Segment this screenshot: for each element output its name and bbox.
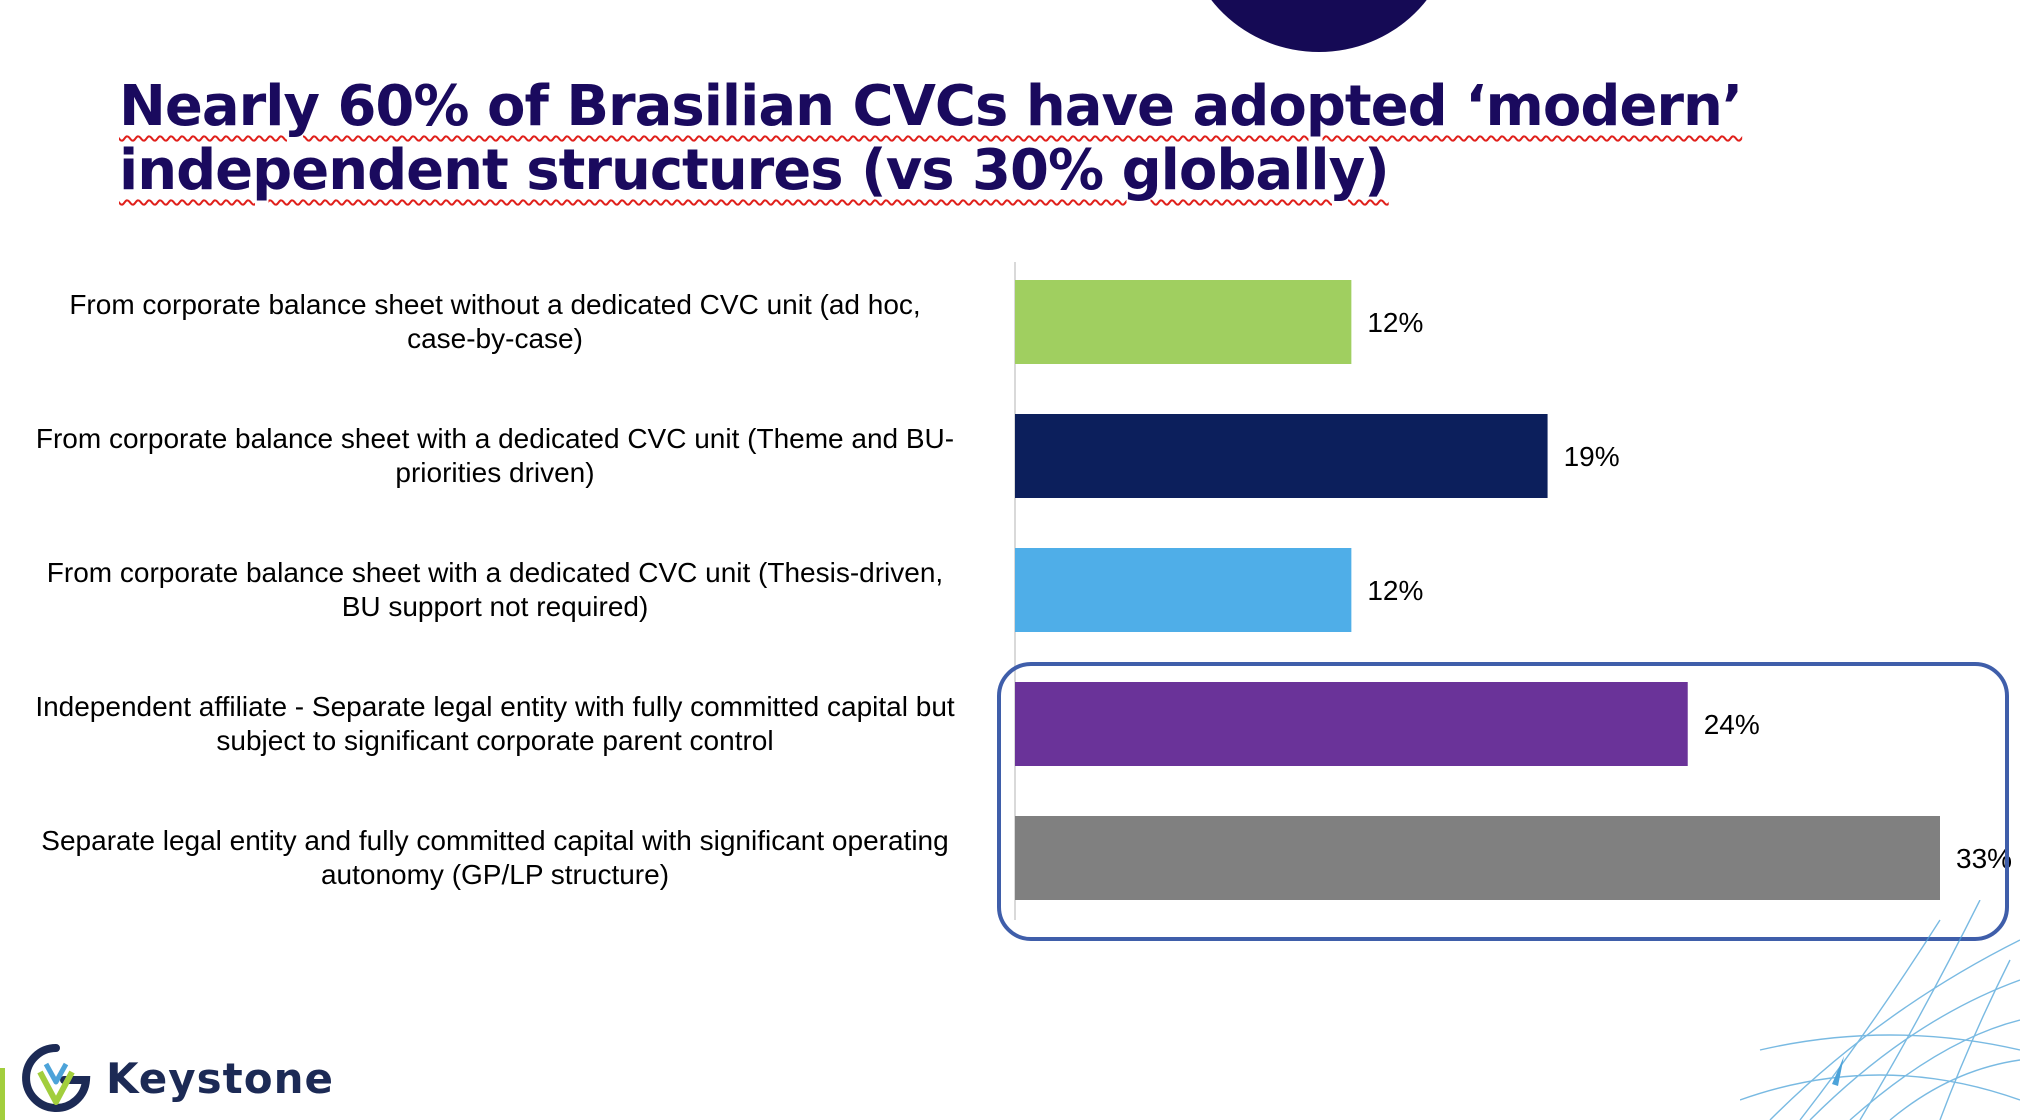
bar-1 xyxy=(1015,280,1352,364)
slide-title-line-1: Nearly 60% of Brasilian CVCs have adopte… xyxy=(119,74,1743,139)
highlight-box xyxy=(997,662,2009,941)
bar-3 xyxy=(1015,548,1352,632)
category-label-line: Independent affiliate - Separate legal e… xyxy=(35,691,955,722)
keystone-logo-icon xyxy=(22,1044,91,1112)
category-label-3: From corporate balance sheet with a dedi… xyxy=(0,556,990,624)
keystone-logo: Keystone xyxy=(20,1040,334,1116)
category-label-line: From corporate balance sheet with a dedi… xyxy=(35,423,955,454)
category-label-line: priorities driven) xyxy=(395,457,595,488)
category-label-2: From corporate balance sheet with a dedi… xyxy=(0,422,990,490)
category-label-line: BU support not required) xyxy=(341,591,649,622)
category-label-4: Independent affiliate - Separate legal e… xyxy=(0,690,990,758)
data-label-1: 12% xyxy=(1367,307,1423,338)
accent-edge xyxy=(0,1068,5,1120)
category-label-line: subject to significant corporate parent … xyxy=(216,725,774,756)
logo-text: Keystone xyxy=(106,1053,334,1103)
category-label-line: autonomy (GP/LP structure) xyxy=(320,859,670,890)
bar-4 xyxy=(1015,682,1688,766)
data-label-5: 33% xyxy=(1956,843,2012,874)
data-label-3: 12% xyxy=(1367,575,1423,606)
bar-2 xyxy=(1015,414,1548,498)
category-label-line: From corporate balance sheet without a d… xyxy=(69,289,921,320)
category-label-5: Separate legal entity and fully committe… xyxy=(0,824,990,892)
category-label-line: From corporate balance sheet with a dedi… xyxy=(46,557,944,588)
data-label-4: 24% xyxy=(1704,709,1760,740)
slide-title-line-2: independent structures (vs 30% globally) xyxy=(119,138,1390,203)
category-label-line: case-by-case) xyxy=(407,323,583,354)
category-label-1: From corporate balance sheet without a d… xyxy=(0,288,990,356)
globe-lines-decoration xyxy=(1740,900,2020,1120)
data-label-2: 19% xyxy=(1564,441,1620,472)
category-label-line: Separate legal entity and fully committe… xyxy=(41,825,949,856)
slide-title: Nearly 60% of Brasilian CVCs have adopte… xyxy=(119,74,1743,203)
bar-5 xyxy=(1015,816,1940,900)
